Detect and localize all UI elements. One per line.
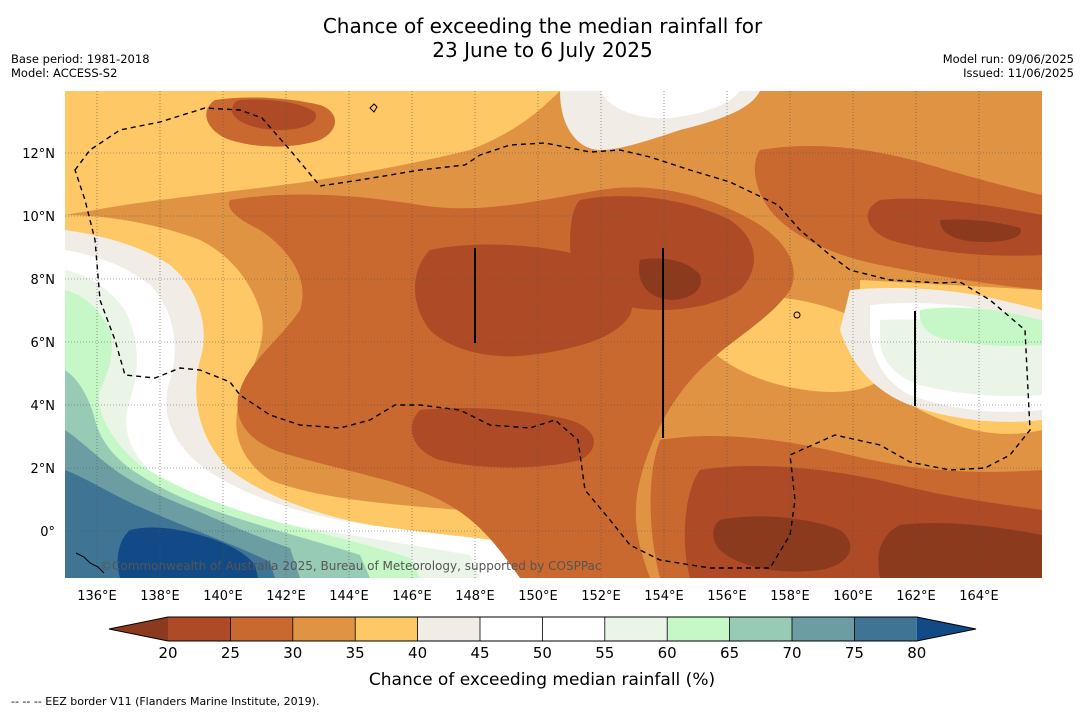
band-20-25-south — [411, 408, 594, 468]
lat-tick: 2°N — [31, 462, 56, 477]
colorbar-tick: 20 — [158, 644, 177, 662]
lon-tick: 136°E — [77, 589, 117, 604]
lon-tick: 162°E — [896, 589, 936, 604]
lat-tick: 8°N — [31, 273, 56, 288]
lon-tick: 148°E — [455, 589, 495, 604]
island-outline — [793, 311, 801, 319]
map-title: Chance of exceeding the median rainfall … — [0, 14, 1085, 62]
title-line-1: Chance of exceeding the median rainfall … — [322, 14, 763, 38]
colorbar-swatch-45-50 — [480, 617, 543, 641]
lon-tick: 158°E — [770, 589, 810, 604]
colorbar-tick: 40 — [408, 644, 427, 662]
colorbar-tick: 65 — [720, 644, 739, 662]
latitude-axis: 12°N 10°N 8°N 6°N 4°N 2°N 0° — [22, 147, 55, 540]
lon-tick: 138°E — [140, 589, 180, 604]
colorbar-tick: 30 — [283, 644, 302, 662]
coastline-png — [75, 552, 105, 574]
colorbar-tick: 70 — [782, 644, 801, 662]
lon-tick: 146°E — [392, 589, 432, 604]
lon-tick: 150°E — [518, 589, 558, 604]
colorbar-dividers — [229, 617, 855, 641]
lon-tick: 144°E — [329, 589, 369, 604]
colorbar-outline — [108, 616, 977, 642]
colorbar-label: Chance of exceeding median rainfall (%) — [369, 670, 715, 690]
lon-tick: 156°E — [707, 589, 747, 604]
colorbar-extend-high — [916, 617, 976, 641]
band-below-20-a — [639, 258, 701, 300]
model-name: Model: ACCESS-S2 — [11, 66, 118, 80]
colorbar-tick: 25 — [221, 644, 240, 662]
longitude-axis: 136°E 138°E 140°E 142°E 144°E 146°E 148°… — [77, 589, 999, 604]
band-below-20-d — [878, 523, 1042, 578]
band-below-20-c — [713, 516, 851, 572]
graticule — [65, 91, 1042, 578]
band-45-55-north — [600, 91, 740, 119]
colorbar-tick: 35 — [346, 644, 365, 662]
lat-tick: 4°N — [31, 399, 56, 414]
island-outline — [369, 103, 378, 113]
meta-left: Base period: 1981-2018 Model: ACCESS-S2 — [11, 52, 150, 80]
colorbar-tick: 55 — [595, 644, 614, 662]
band-20-25-north-patch — [232, 99, 316, 130]
colorbar-swatch-30-35 — [292, 617, 356, 641]
colorbar-tick: 75 — [845, 644, 864, 662]
colorbar-swatch-20-25 — [168, 617, 231, 641]
lat-tick: 10°N — [22, 210, 55, 225]
colorbar-swatch-70-75 — [792, 617, 855, 641]
colorbar-swatch-25-30 — [230, 617, 293, 641]
lat-tick: 6°N — [31, 336, 56, 351]
lon-tick: 164°E — [959, 589, 999, 604]
colorbar: 20 25 30 35 40 45 50 55 60 65 70 75 80 C… — [108, 616, 977, 690]
eez-footnote: -- -- -- EEZ border V11 (Flanders Marine… — [11, 695, 320, 708]
colorbar-swatch-50-55 — [542, 617, 605, 641]
colorbar-tick: 80 — [907, 644, 926, 662]
rainfall-map: ©Commonwealth of Australia 2025, Bureau … — [65, 91, 1042, 578]
band-35-40-north — [65, 91, 560, 215]
band-60-65-east — [919, 307, 1042, 347]
colorbar-tick: 45 — [470, 644, 489, 662]
colorbar-swatch-75-80 — [854, 617, 917, 641]
lat-tick: 0° — [40, 525, 55, 540]
eez-border — [74, 107, 1031, 569]
colorbar-swatch-55-60 — [604, 617, 668, 641]
colorbar-swatch-60-65 — [667, 617, 730, 641]
band-20-25-north-central — [570, 196, 754, 310]
lat-tick: 12°N — [22, 147, 55, 162]
band-below-20-b — [940, 219, 1021, 242]
meta-right: Model run: 09/06/2025 Issued: 11/06/2025 — [943, 52, 1074, 80]
model-run: Model run: 09/06/2025 — [942, 52, 1074, 66]
colorbar-swatch-65-70 — [729, 617, 792, 641]
colorbar-tick: 60 — [658, 644, 677, 662]
lon-tick: 160°E — [833, 589, 873, 604]
lon-tick: 152°E — [581, 589, 621, 604]
lon-tick: 140°E — [203, 589, 243, 604]
colorbar-swatch-40-45 — [417, 617, 480, 641]
issued-date: Issued: 11/06/2025 — [963, 66, 1074, 80]
base-period: Base period: 1981-2018 — [11, 52, 150, 66]
colorbar-tick: 50 — [533, 644, 552, 662]
colorbar-swatch-35-40 — [355, 617, 418, 641]
title-line-2: 23 June to 6 July 2025 — [432, 38, 653, 62]
lon-tick: 154°E — [644, 589, 684, 604]
copyright-credit: ©Commonwealth of Australia 2025, Bureau … — [100, 559, 602, 573]
lon-tick: 142°E — [266, 589, 306, 604]
colorbar-extend-low — [109, 617, 168, 641]
